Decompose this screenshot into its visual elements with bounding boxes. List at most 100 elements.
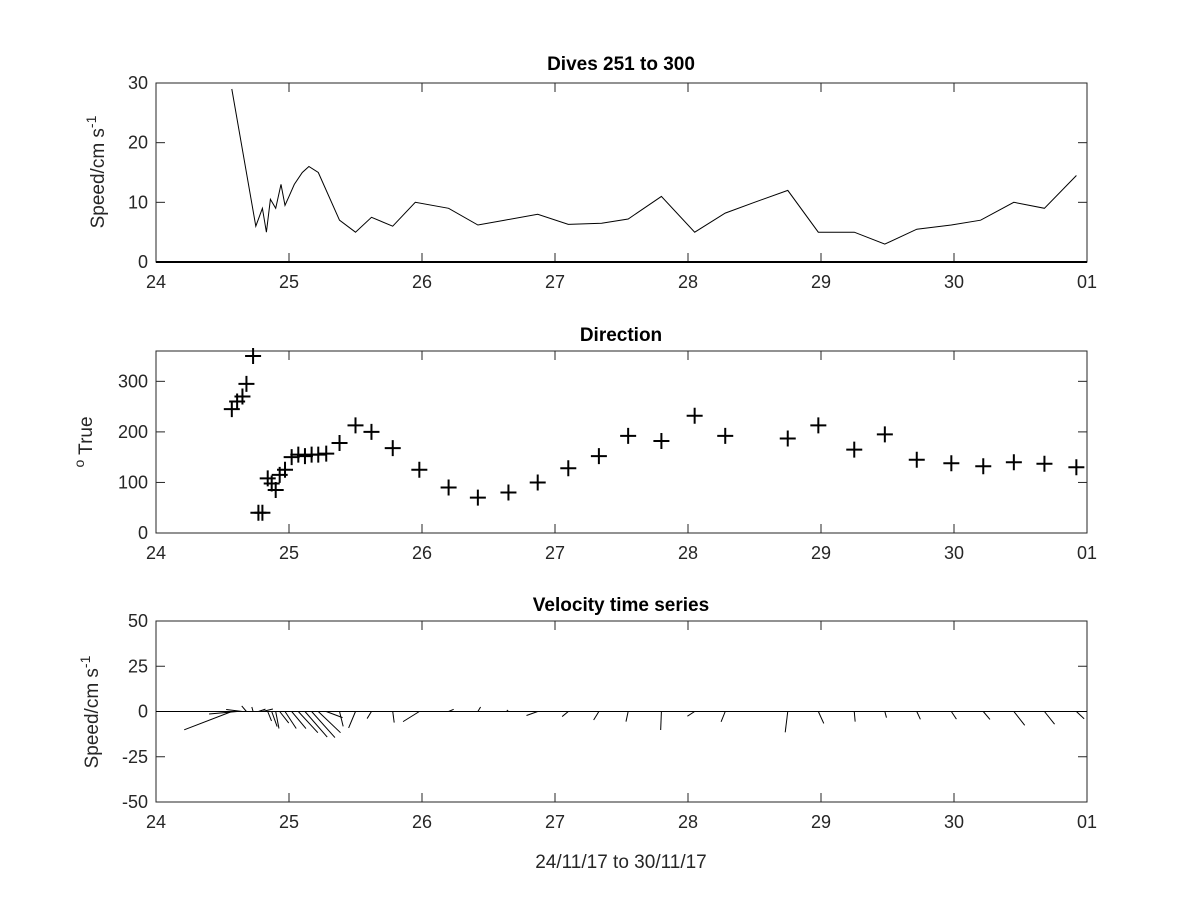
velocity-stick — [241, 705, 247, 712]
velocity-stick — [339, 711, 344, 727]
velocity-stick — [297, 711, 319, 734]
velocity-stick — [526, 711, 538, 716]
speed-ytick-label: 20 — [128, 133, 148, 153]
speed-xtick-label: 24 — [146, 272, 166, 292]
direction-marker — [238, 375, 255, 392]
velocity-stick — [884, 711, 887, 718]
velocity-stick — [817, 711, 825, 724]
velocity-panel: Velocity time series 24 25 26 27 28 29 30 01502… — [77, 595, 1097, 873]
velocity-stick — [448, 708, 454, 712]
direction-marker — [283, 449, 300, 466]
velocity-xtick-label: 01 — [1077, 812, 1097, 832]
velocity-xtick-label: 24 — [146, 812, 166, 832]
velocity-stick — [506, 709, 509, 712]
direction-marker — [1005, 454, 1022, 471]
direction-marker — [245, 348, 262, 365]
speed-xtick-label: 25 — [279, 272, 299, 292]
direction-marker — [590, 448, 607, 465]
direction-marker — [846, 441, 863, 458]
direction-marker — [331, 435, 348, 452]
velocity-ytick-label: 0 — [138, 702, 148, 722]
direction-marker — [363, 423, 380, 440]
speed-series-line — [231, 88, 1077, 245]
velocity-ylabel-superscript: -1 — [77, 655, 93, 668]
velocity-stick — [304, 711, 328, 738]
direction-marker — [943, 455, 960, 472]
direction-marker — [347, 417, 364, 434]
velocity-stick — [625, 711, 629, 722]
velocity-xtick-label: 28 — [678, 812, 698, 832]
velocity-xtick-label: 25 — [279, 812, 299, 832]
velocity-ytick-label: 50 — [128, 611, 148, 631]
velocity-stick — [950, 711, 957, 720]
direction-xtick-label: 28 — [678, 543, 698, 563]
direction-ylabel: o True — [71, 416, 97, 467]
direction-xtick-label: 26 — [412, 543, 432, 563]
velocity-stick — [687, 711, 695, 717]
direction-xtick-label: 30 — [944, 543, 964, 563]
velocity-ylabel-text: Speed/cm s — [82, 668, 103, 768]
direction-marker — [810, 417, 827, 434]
direction-axes-frame — [155, 350, 1088, 534]
velocity-stick — [392, 711, 395, 723]
direction-marker — [975, 458, 992, 475]
direction-ytick-label: 200 — [118, 422, 148, 442]
velocity-stick — [982, 711, 991, 720]
direction-ticks: 24 25 26 27 28 29 30 01 0 100 200 300 — [118, 351, 1097, 563]
velocity-title: Velocity time series — [533, 595, 709, 616]
speed-ytick-label: 0 — [138, 252, 148, 272]
speed-ytick-label: 10 — [128, 192, 148, 212]
direction-ytick-label: 100 — [118, 472, 148, 492]
speed-xtick-label: 26 — [412, 272, 432, 292]
direction-marker — [779, 430, 796, 447]
direction-marker — [411, 461, 428, 478]
velocity-stick — [326, 711, 343, 719]
velocity-stick — [284, 711, 297, 729]
direction-marker — [440, 479, 457, 496]
direction-marker — [686, 407, 703, 424]
direction-marker — [876, 426, 893, 443]
direction-series — [223, 348, 1085, 521]
direction-xtick-label: 29 — [811, 543, 831, 563]
speed-ylabel-text: Speed/cm s — [88, 128, 109, 228]
velocity-stick — [267, 711, 272, 722]
velocity-series — [156, 705, 1087, 738]
velocity-ylabel: Speed/cm s-1 — [77, 655, 103, 768]
direction-marker — [254, 504, 271, 521]
direction-marker — [529, 474, 546, 491]
direction-marker — [908, 451, 925, 468]
direction-marker — [717, 427, 734, 444]
direction-ylabel-superscript: o — [71, 460, 87, 468]
direction-marker — [560, 460, 577, 477]
speed-ylabel: Speed/cm s-1 — [83, 115, 109, 228]
speed-xtick-label: 30 — [944, 272, 964, 292]
direction-marker — [310, 446, 327, 463]
direction-xtick-label: 24 — [146, 543, 166, 563]
velocity-xtick-label: 26 — [412, 812, 432, 832]
direction-ylabel-text: True — [76, 416, 97, 459]
velocity-stick — [561, 711, 569, 717]
speed-xtick-label: 28 — [678, 272, 698, 292]
speed-series — [156, 88, 1087, 263]
velocity-xlabel: 24/11/17 to 30/11/17 — [535, 852, 707, 873]
direction-xtick-label: 25 — [279, 543, 299, 563]
velocity-xtick-label: 27 — [545, 812, 565, 832]
direction-marker — [277, 461, 294, 478]
velocity-stick — [291, 711, 307, 729]
velocity-ticks: 24 25 26 27 28 29 30 01 50 25 0 -25 -50 — [122, 611, 1097, 832]
speed-title: Dives 251 to 300 — [547, 54, 695, 75]
velocity-stick — [317, 711, 341, 734]
velocity-ytick-label: -25 — [122, 747, 148, 767]
direction-marker — [296, 448, 313, 465]
velocity-stick — [366, 711, 372, 719]
velocity-stick — [251, 706, 254, 712]
velocity-stick — [477, 706, 482, 712]
velocity-stick — [593, 711, 600, 721]
velocity-stick — [1013, 711, 1026, 726]
direction-marker — [1068, 459, 1085, 476]
direction-xtick-label: 27 — [545, 543, 565, 563]
speed-panel: Dives 251 to 300 24 25 26 27 28 29 30 01 0 10 20 30… — [83, 54, 1097, 292]
direction-marker — [234, 388, 251, 405]
direction-panel: Direction 24 25 26 27 28 29 30 01 0 100 200 300 o T… — [71, 325, 1097, 563]
